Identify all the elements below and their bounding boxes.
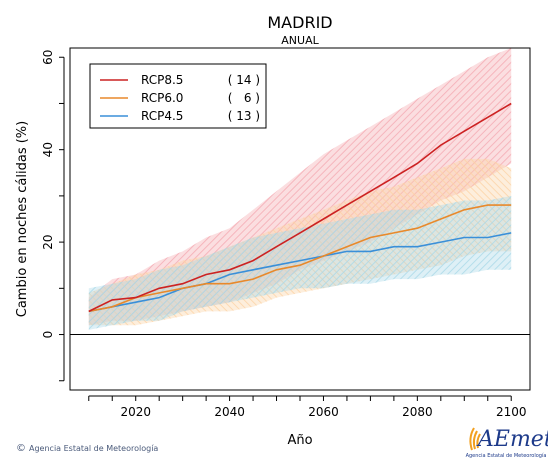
- footer-credit: © Agencia Estatal de Meteorología: [16, 443, 158, 454]
- y-tick-label: 60: [41, 50, 55, 65]
- logo-subtitle: Agencia Estatal de Meteorología: [466, 452, 547, 459]
- x-tick-label: 2100: [496, 405, 527, 419]
- line-rcp60: [88, 204, 512, 313]
- legend-label: RCP8.5: [141, 73, 183, 87]
- logo-sun-icon: [469, 427, 481, 451]
- x-tick-label: 2060: [308, 405, 339, 419]
- legend-count: ( 13 ): [228, 109, 260, 123]
- aemet-logo: AEmet Agencia Estatal de Meteorología: [466, 427, 548, 459]
- copyright-symbol: ©: [16, 443, 26, 454]
- y-axis-label: Cambio en noches cálidas (%): [15, 121, 30, 317]
- y-tick-label: 20: [41, 234, 55, 249]
- x-tick-label: 2020: [120, 405, 151, 419]
- legend-label: RCP6.0: [141, 91, 183, 105]
- legend-label: RCP4.5: [141, 109, 183, 123]
- chart-subtitle: ANUAL: [281, 34, 319, 47]
- x-axis-label: Año: [287, 433, 312, 448]
- legend-box: [89, 63, 267, 129]
- band-rcp85: [88, 48, 512, 326]
- x-tick-label: 2080: [402, 405, 433, 419]
- plot-frame: [69, 47, 531, 391]
- plot-area: [70, 48, 530, 336]
- line-rcp85: [88, 102, 512, 313]
- chart-title: MADRID: [267, 13, 332, 32]
- legend: RCP8.5 ( 14 ) RCP6.0 ( 6 ) RCP4.5 ( 13 ): [89, 63, 267, 129]
- logo-brand: AEmet: [476, 427, 548, 452]
- x-tick-label: 2040: [214, 405, 245, 419]
- y-tick-label: 0: [41, 331, 55, 339]
- agency-name: Agencia Estatal de Meteorología: [29, 444, 159, 453]
- line-rcp45: [88, 232, 512, 313]
- legend-count: ( 14 ): [228, 73, 260, 87]
- legend-count: ( 6 ): [228, 91, 260, 105]
- y-tick-label: 40: [41, 142, 55, 157]
- band-rcp45: [88, 195, 512, 330]
